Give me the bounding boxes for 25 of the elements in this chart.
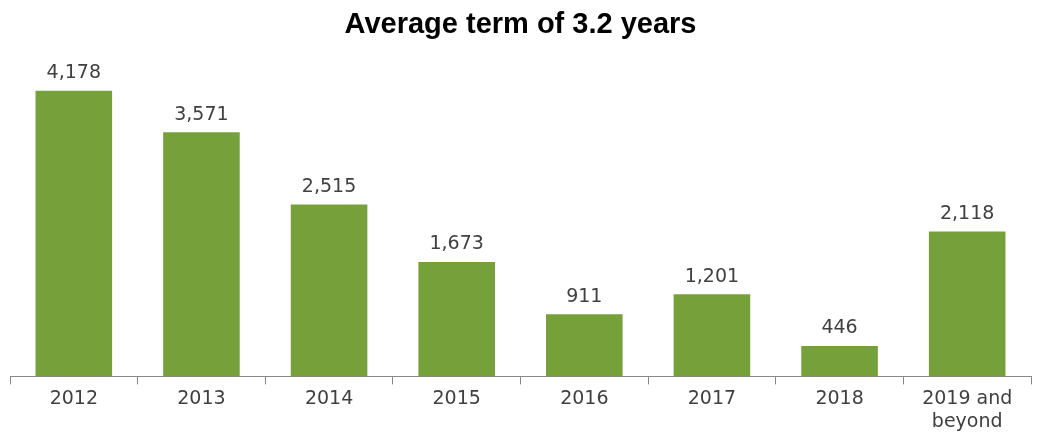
bar bbox=[163, 132, 240, 377]
bar bbox=[418, 262, 495, 377]
chart-title: Average term of 3.2 years bbox=[344, 7, 697, 40]
bar bbox=[290, 204, 368, 377]
data-label: 1,673 bbox=[429, 231, 484, 254]
data-label: 911 bbox=[566, 283, 603, 306]
data-label: 1,201 bbox=[684, 263, 740, 286]
x-tick-label: 2015 bbox=[432, 385, 481, 408]
x-tick-label: 2016 bbox=[560, 385, 609, 408]
x-tick-label: 2012 bbox=[49, 385, 98, 408]
x-tick-label: 2018 bbox=[815, 385, 864, 408]
bar bbox=[35, 90, 113, 377]
data-label: 2,515 bbox=[301, 173, 357, 196]
x-tick-label: 2013 bbox=[177, 385, 226, 408]
bar bbox=[673, 294, 751, 377]
x-tick-label: 2017 bbox=[687, 385, 737, 408]
data-label: 3,571 bbox=[174, 101, 229, 124]
data-label: 2,118 bbox=[939, 201, 995, 224]
data-label: 446 bbox=[821, 315, 858, 338]
x-tick-label: 2019 and beyond bbox=[922, 385, 1013, 431]
data-label: 4,178 bbox=[46, 60, 102, 83]
bar bbox=[546, 314, 623, 377]
x-tick-label: 2014 bbox=[304, 385, 354, 408]
bar bbox=[928, 231, 1006, 377]
bar bbox=[801, 345, 878, 377]
